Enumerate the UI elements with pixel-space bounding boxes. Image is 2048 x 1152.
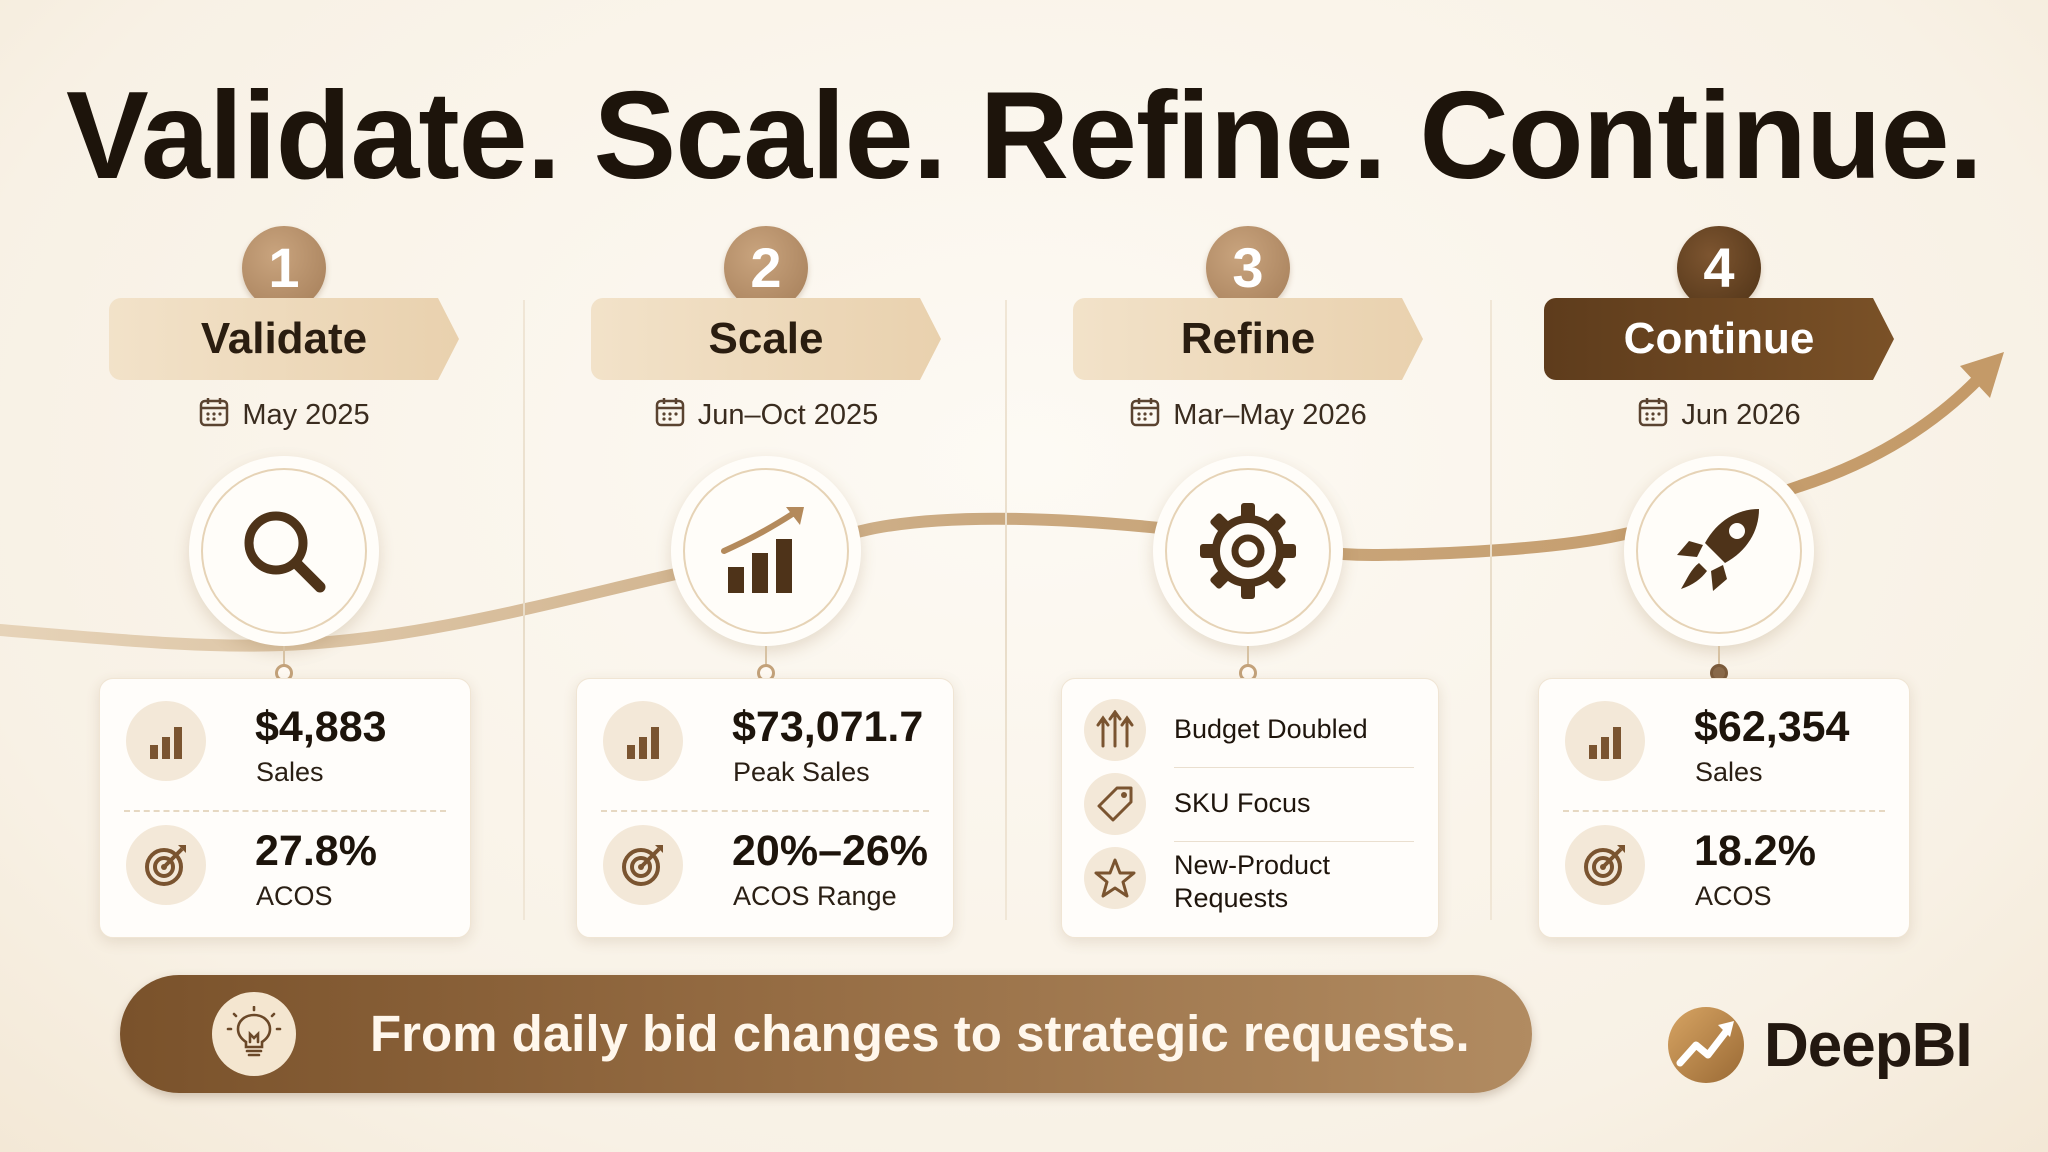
step-number: 2 [724, 226, 808, 310]
step-date: Mar–May 2026 [1013, 396, 1483, 432]
bulb-circle [212, 992, 296, 1076]
step-icon-circle [1153, 456, 1343, 646]
growth-chart-icon [721, 507, 804, 593]
step-date-text: Jun 2026 [1681, 399, 1801, 431]
metric-label: ACOS [256, 881, 333, 911]
target-icon [1584, 845, 1625, 886]
step-date: Jun–Oct 2025 [531, 396, 1001, 432]
deepbi-logo-icon [1668, 1007, 1744, 1083]
metric-value: $4,883 [255, 703, 387, 751]
tagline-banner: From daily bid changes to strategic requ… [120, 975, 1532, 1093]
step-icon-circle [1624, 456, 1814, 646]
connector-stem [283, 646, 285, 676]
column-divider [1490, 300, 1492, 920]
step-icon-circle [671, 456, 861, 646]
tag-icon [1097, 786, 1133, 822]
divider [1563, 810, 1885, 812]
connector-stem [1718, 646, 1720, 676]
star-icon [1094, 858, 1136, 898]
divider [1174, 767, 1414, 768]
metric-sales: $4,883 Sales [100, 679, 470, 801]
step-continue: 4 Continue Jun 2026 $62,354 Sales 18.2% … [1484, 220, 1954, 960]
step-scale: 2 Scale Jun–Oct 2025 $73,071.7 Peak Sale… [531, 220, 1001, 960]
metric-sales: $62,354 Sales [1539, 679, 1909, 801]
step-date-text: Mar–May 2026 [1173, 399, 1367, 431]
metric-value: $73,071.7 [732, 703, 924, 751]
target-icon [145, 845, 186, 886]
gear-icon [1200, 503, 1296, 599]
metrics-card: $62,354 Sales 18.2% ACOS [1538, 678, 1910, 938]
rocket-icon [1677, 509, 1759, 591]
connector-stem [1247, 646, 1249, 676]
brand-name: DeepBI [1764, 1010, 1973, 1080]
trend-arrowhead [1960, 352, 2004, 398]
connector-stem [765, 646, 767, 676]
divider [124, 810, 446, 812]
step-number: 1 [242, 226, 326, 310]
step-refine: 3 Refine Mar–May 2026 Budget Doubled SKU… [1013, 220, 1483, 960]
step-validate: 1 Validate May 2025 $4,883 Sales 27.8% A… [49, 220, 519, 960]
calendar-icon [1131, 398, 1160, 427]
step-title: Validate [109, 298, 459, 380]
list-item-text: SKU Focus [1174, 788, 1311, 818]
step-title: Continue [1544, 298, 1894, 380]
divider [601, 810, 929, 812]
metric-label: Sales [256, 757, 324, 787]
lightbulb-icon [226, 1006, 282, 1057]
bar-chart-icon [627, 727, 659, 759]
step-number: 4 [1677, 226, 1761, 310]
metric-value: 27.8% [255, 827, 377, 875]
page-title: Validate. Scale. Refine. Continue. [65, 67, 1983, 205]
divider [1174, 841, 1414, 842]
column-divider [523, 300, 525, 920]
metric-value: 18.2% [1694, 827, 1816, 875]
list-item-text: Budget Doubled [1174, 714, 1368, 744]
step-date: May 2025 [49, 396, 519, 432]
actions-card: Budget Doubled SKU Focus New-Product Req… [1061, 678, 1439, 938]
metric-label: Peak Sales [733, 757, 870, 787]
metric-acos-range: 20%–26% ACOS Range [577, 803, 953, 925]
step-title: Scale [591, 298, 941, 380]
step-date: Jun 2026 [1484, 396, 1954, 432]
metric-label: ACOS [1695, 881, 1772, 911]
bar-chart-icon [150, 727, 182, 759]
calendar-icon [200, 398, 229, 427]
metrics-card: $73,071.7 Peak Sales 20%–26% ACOS Range [576, 678, 954, 938]
arrows-up-icon [1096, 710, 1134, 748]
column-divider [1005, 300, 1007, 920]
calendar-icon [655, 398, 684, 427]
calendar-icon [1639, 398, 1668, 427]
step-icon-circle [189, 456, 379, 646]
metrics-card: $4,883 Sales 27.8% ACOS [99, 678, 471, 938]
bar-chart-icon [1589, 727, 1621, 759]
metric-label: Sales [1695, 757, 1763, 787]
metric-acos: 18.2% ACOS [1539, 803, 1909, 925]
list-item-text: New-Product Requests [1174, 850, 1331, 913]
step-title: Refine [1073, 298, 1423, 380]
step-number: 3 [1206, 226, 1290, 310]
metric-label: ACOS Range [733, 881, 897, 911]
metric-value: 20%–26% [732, 827, 929, 875]
step-date-text: Jun–Oct 2025 [697, 399, 879, 431]
step-date-text: May 2025 [242, 399, 370, 431]
metric-value: $62,354 [1694, 703, 1850, 751]
magnifier-icon [244, 511, 326, 593]
tagline-text: From daily bid changes to strategic requ… [370, 1005, 1470, 1062]
metric-acos: 27.8% ACOS [100, 803, 470, 925]
brand-logo: DeepBI [1666, 1000, 1973, 1090]
target-icon [622, 845, 663, 886]
metric-peak-sales: $73,071.7 Peak Sales [577, 679, 953, 801]
